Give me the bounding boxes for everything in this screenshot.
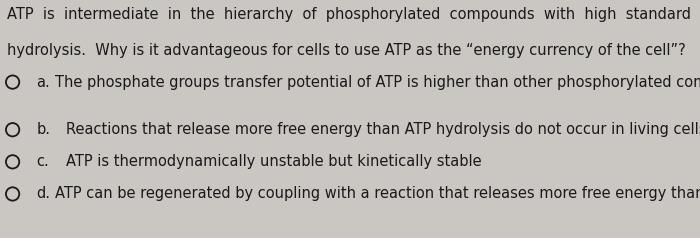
Text: ATP  is  intermediate  in  the  hierarchy  of  phosphorylated  compounds  with  : ATP is intermediate in the hierarchy of … xyxy=(7,7,700,22)
Text: The phosphate groups transfer potential of ATP is higher than other phosphorylat: The phosphate groups transfer potential … xyxy=(55,74,700,90)
Text: c.: c. xyxy=(36,154,49,169)
Text: ATP is thermodynamically unstable but kinetically stable: ATP is thermodynamically unstable but ki… xyxy=(66,154,482,169)
Text: b.: b. xyxy=(36,122,50,137)
Text: Reactions that release more free energy than ATP hydrolysis do not occur in livi: Reactions that release more free energy … xyxy=(66,122,700,137)
Text: hydrolysis.  Why is it advantageous for cells to use ATP as the “energy currency: hydrolysis. Why is it advantageous for c… xyxy=(7,43,686,58)
Text: ATP can be regenerated by coupling with a reaction that releases more free energ: ATP can be regenerated by coupling with … xyxy=(55,186,700,202)
Text: a.: a. xyxy=(36,74,50,90)
Text: d.: d. xyxy=(36,186,50,202)
